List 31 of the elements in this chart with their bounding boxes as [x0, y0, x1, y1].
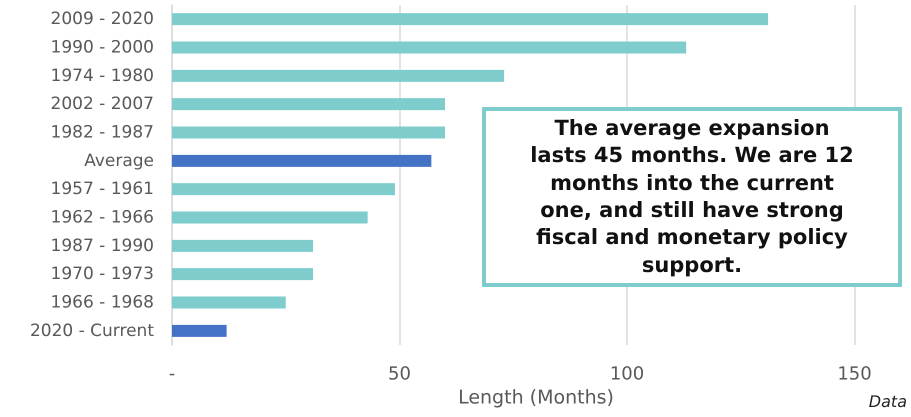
y-tick-label: 1957 - 1961	[50, 179, 154, 200]
bar	[172, 70, 504, 82]
bar	[172, 212, 368, 224]
y-tick-label: 1982 - 1987	[50, 122, 154, 142]
bar	[172, 13, 768, 26]
bar	[172, 42, 686, 54]
y-tick-label: 2002 - 2007	[50, 94, 154, 114]
x-tick-label: 100	[610, 364, 644, 384]
y-tick-label: 1970 - 1973	[50, 264, 154, 284]
bar	[172, 126, 445, 138]
x-tick-label: 50	[388, 364, 411, 384]
y-tick-label: 1966 - 1968	[50, 292, 154, 312]
y-tick-label: 2020 - Current	[30, 320, 154, 341]
callout-box: The average expansion lasts 45 months. We are 12 months into the current one, and still have strong fiscal and monetary policy support.	[482, 107, 902, 287]
y-tick-label: 1990 - 2000	[50, 38, 154, 58]
bar	[172, 268, 314, 280]
bar	[172, 240, 314, 252]
y-tick-label: 2009 - 2020	[50, 9, 154, 30]
bar	[172, 154, 432, 167]
y-tick-label: 1962 - 1966	[50, 208, 154, 228]
y-tick-label: 1974 - 1980	[50, 66, 154, 86]
bar	[172, 183, 395, 196]
y-tick-label: Average	[84, 150, 154, 171]
text: Data	[868, 392, 907, 411]
y-tick-label: 1987 - 1990	[50, 236, 154, 256]
bar	[172, 324, 227, 337]
x-tick-label: 150	[837, 364, 872, 384]
x-axis-title: Length (Months)	[458, 386, 614, 408]
bar	[172, 98, 445, 110]
x-tick-label: -	[168, 364, 176, 384]
bar	[172, 296, 286, 308]
